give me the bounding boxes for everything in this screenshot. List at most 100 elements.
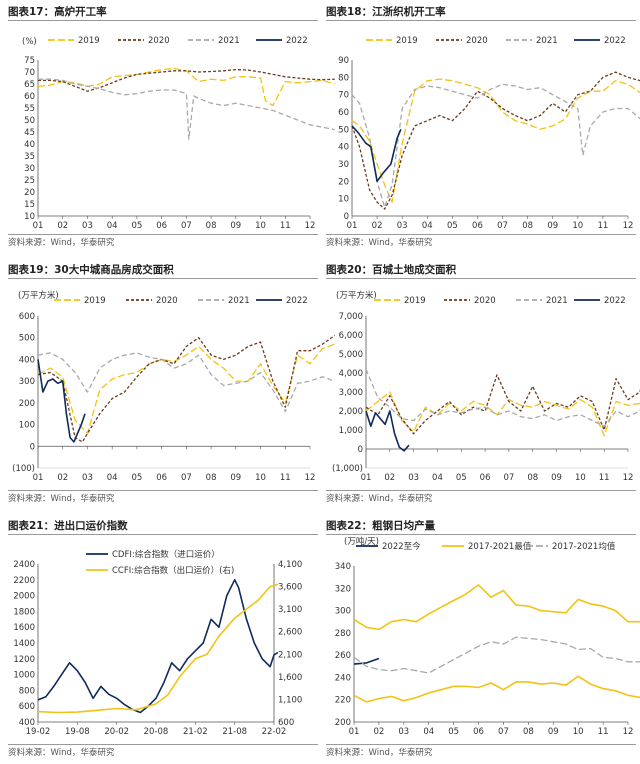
x-tick-label: 02 [372, 221, 383, 231]
y-right-tick-label: 3,100 [278, 605, 302, 615]
panel-freight: 图表21：进出口运价指数 400 600 800 1000 1200 1400 1600 18… [8, 518, 318, 762]
x-tick-label: 21-08 [222, 727, 247, 737]
chart-freight: 400 600 800 1000 1200 1400 1600 1800 2000 2200 240… [13, 549, 302, 737]
panel-source: 资料来源：Wind，华泰研究 [8, 494, 115, 504]
x-tick-label: 04 [107, 473, 118, 483]
y-tick-label: 1800 [13, 607, 35, 617]
legend-label: 2021 [228, 296, 250, 306]
legend-label: 2019 [84, 296, 106, 306]
panel-source: 资料来源：Wind，华泰研究 [8, 238, 115, 248]
legend-label: 2021 [546, 296, 568, 306]
x-tick-label: 05 [447, 221, 458, 231]
y-tick-label: 15 [24, 200, 35, 210]
chart-steel: (万吨/天) 200 220 240 260 280 300 320 340 01 02 03 04 05… [335, 536, 640, 737]
series-line-2 [365, 368, 640, 427]
series-line-0 [353, 657, 380, 665]
x-tick-label: 10 [575, 473, 586, 483]
chart-land: (万平方米) (1,000) 0 1,000 2,000 3,000 4,000 5,000 6… [332, 290, 640, 483]
x-tick-label: 11 [280, 473, 291, 483]
x-tick-label: 10 [573, 727, 584, 737]
panel-title: 图表19：30大中城商品房成交面积 [8, 262, 318, 279]
x-tick-label: 07 [181, 221, 192, 231]
legend-label: 2020 [474, 296, 496, 306]
series-line-0 [37, 578, 279, 714]
x-tick-label: 08 [206, 221, 217, 231]
y-tick-label: 60 [24, 92, 35, 102]
x-tick-label: 01 [33, 473, 44, 483]
legend-label: CDFI:综合指数（进口运价） [112, 549, 220, 560]
x-tick-label: 19-08 [65, 727, 90, 737]
legend-label: 2022 [604, 296, 626, 306]
legend-label: 2021 [218, 36, 240, 46]
y-tick-label: 300 [335, 607, 351, 617]
chart-blast-furnace: (%) 10 15 20 25 30 35 40 45 50 55 60 65 70 75 01 02 03 04 0… [22, 36, 335, 231]
x-tick-label: 12 [305, 221, 316, 231]
x-tick-label: 09 [230, 473, 241, 483]
legend-label: 2022 [604, 36, 626, 46]
y-tick-label: 260 [335, 651, 351, 661]
series-line-1 [37, 334, 336, 443]
y-tick-label: (1,000) [332, 464, 363, 474]
x-tick-label: 05 [456, 473, 467, 483]
x-tick-label: 06 [156, 221, 167, 231]
panel-title: 图表20：百城土地成交面积 [326, 262, 636, 279]
y-right-tick-label: 2,600 [278, 628, 302, 638]
x-tick-label: 05 [131, 221, 142, 231]
panel-housing: 图表19：30大中城商品房成交面积 (万平方米) (100) 0 100 200 300 4… [8, 262, 336, 510]
panel-loom: 图表18：江浙织机开工率 0 10 20 30 40 50 60 70 80 90 01 02 03 04… [326, 4, 640, 252]
y-tick-label: 50 [24, 116, 35, 126]
y-tick-label: 45 [24, 128, 35, 138]
unit-label: (万平方米) [18, 290, 59, 301]
x-tick-label: 06 [156, 473, 167, 483]
y-tick-label: (100) [12, 464, 35, 474]
y-tick-label: 5,000 [339, 350, 363, 360]
x-tick-label: 07 [497, 221, 508, 231]
series-line-1 [351, 71, 640, 210]
y-tick-label: 800 [19, 686, 35, 696]
x-tick-label: 10 [572, 221, 583, 231]
series-line-2 [351, 83, 640, 208]
y-tick-label: 35 [24, 152, 35, 162]
x-tick-label: 11 [599, 473, 610, 483]
y-tick-label: 500 [19, 334, 35, 344]
panel-source: 资料来源：Wind，华泰研究 [326, 238, 433, 248]
series-line-3 [353, 636, 640, 674]
y-tick-label: 1400 [13, 639, 35, 649]
x-tick-label: 04 [423, 727, 434, 737]
y-tick-label: 40 [24, 140, 35, 150]
y-tick-label: 0 [344, 212, 349, 222]
x-tick-label: 06 [480, 473, 491, 483]
x-tick-label: 06 [473, 727, 484, 737]
y-tick-label: 50 [338, 125, 349, 135]
y-tick-label: 30 [24, 164, 35, 174]
x-tick-label: 02 [384, 473, 395, 483]
x-tick-label: 01 [33, 221, 44, 231]
panel-steel: 图表22：粗钢日均产量 (万吨/天) 200 220 240 260 280 300 320 3… [326, 518, 640, 762]
y-tick-label: 6,000 [339, 331, 363, 341]
panel-source: 资料来源：Wind，华泰研究 [8, 748, 115, 758]
y-tick-label: 40 [338, 143, 349, 153]
y-tick-label: 65 [24, 80, 35, 90]
series-line-2 [38, 78, 335, 140]
x-tick-label: 19-02 [26, 727, 51, 737]
series-line-0 [37, 343, 335, 434]
y-tick-label: 2000 [13, 592, 35, 602]
x-tick-label: 03 [397, 221, 408, 231]
series-line-3 [37, 359, 86, 443]
x-tick-label: 11 [598, 727, 609, 737]
y-tick-label: 220 [335, 696, 351, 706]
series-line-3 [365, 410, 410, 452]
legend-label: 2017-2021最值 [468, 541, 532, 552]
y-right-tick-label: 1,600 [278, 673, 302, 683]
x-tick-label: 22-02 [262, 727, 287, 737]
x-tick-label: 02 [57, 473, 68, 483]
x-tick-label: 03 [82, 221, 93, 231]
series-line-0 [365, 391, 640, 437]
panel-title: 图表18：江浙织机开工率 [326, 4, 636, 21]
legend-label: 2019 [404, 296, 426, 306]
chart-housing: (万平方米) (100) 0 100 200 300 400 500 600 01 02 03 04 05… [12, 290, 336, 483]
x-tick-label: 05 [448, 727, 459, 737]
x-tick-label: 03 [398, 727, 409, 737]
x-tick-label: 12 [305, 473, 316, 483]
y-tick-label: 600 [19, 702, 35, 712]
